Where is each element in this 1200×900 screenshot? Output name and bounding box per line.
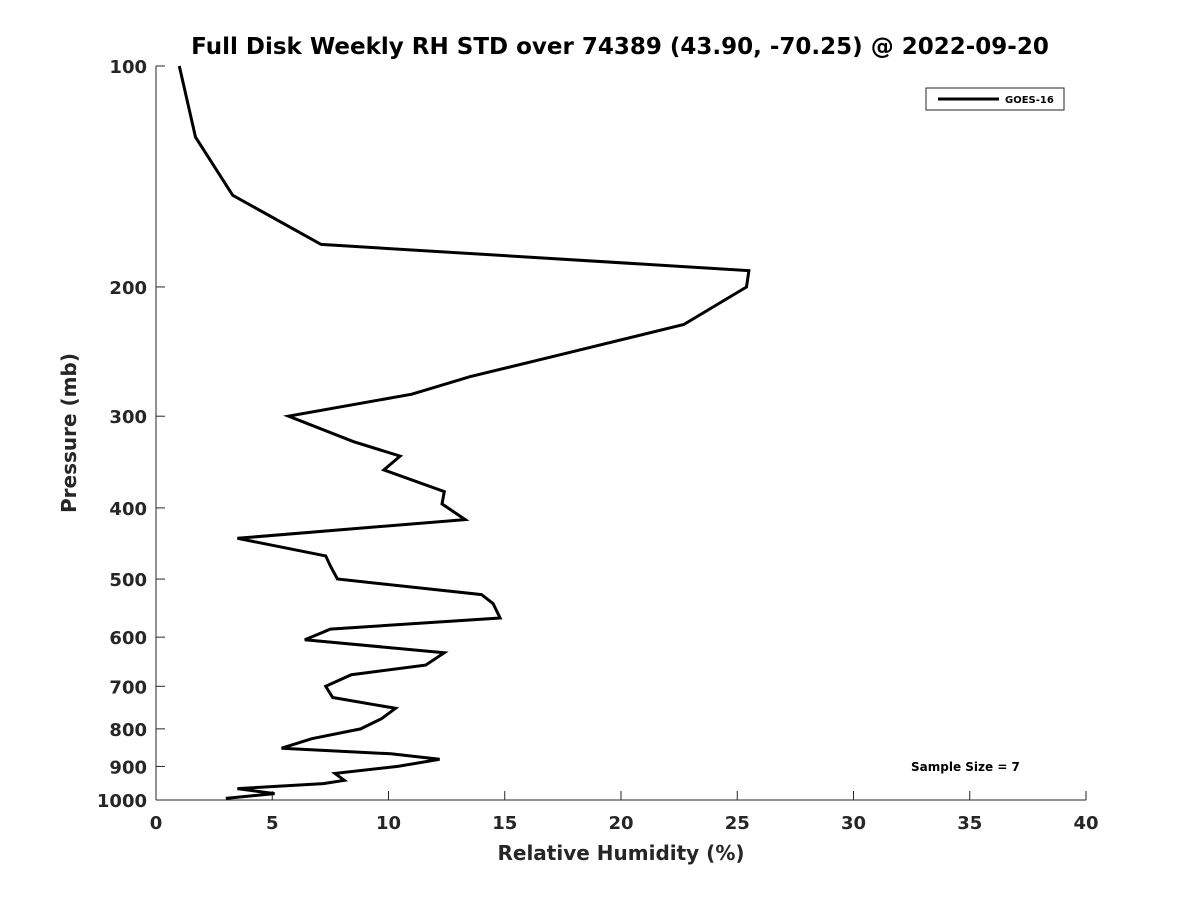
- x-tick-label: 40: [1073, 813, 1098, 834]
- legend: GOES-16: [925, 87, 1065, 111]
- x-axis-label: Relative Humidity (%): [497, 841, 744, 865]
- series-group: [177, 65, 751, 800]
- x-tick-label: 5: [266, 813, 279, 834]
- y-tick-label: 500: [109, 570, 147, 591]
- x-tick-label: 35: [957, 813, 982, 834]
- y-tick-label: 400: [109, 499, 147, 520]
- y-tick-label: 800: [109, 720, 147, 741]
- y-tick-label: 200: [109, 278, 147, 299]
- series-line-goes-16: [177, 65, 751, 800]
- y-axis-label: Pressure (mb): [57, 353, 81, 513]
- y-tick-label: 100: [109, 57, 147, 78]
- y-tick-label: 900: [109, 757, 147, 778]
- legend-entry-goes-16: GOES-16: [1005, 95, 1054, 106]
- sample-size-annotation: Sample Size = 7: [911, 760, 1020, 774]
- y-tick-label: 700: [109, 677, 147, 698]
- y-tick-label: 1000: [97, 791, 147, 812]
- x-tick-label: 30: [841, 813, 866, 834]
- x-tick-label: 10: [376, 813, 401, 834]
- x-tick-label: 15: [492, 813, 517, 834]
- y-tick-label: 300: [109, 407, 147, 428]
- x-tick-label: 25: [725, 813, 750, 834]
- x-tick-label: 0: [150, 813, 163, 834]
- y-ticks: 100 200 300 400 500 600 700 800 900 1000: [97, 57, 165, 812]
- x-ticks: 0 5 10 15 20 25 30 35 40: [150, 791, 1099, 834]
- y-tick-label: 600: [109, 628, 147, 649]
- x-tick-label: 20: [608, 813, 633, 834]
- chart-title: Full Disk Weekly RH STD over 74389 (43.9…: [191, 34, 1049, 60]
